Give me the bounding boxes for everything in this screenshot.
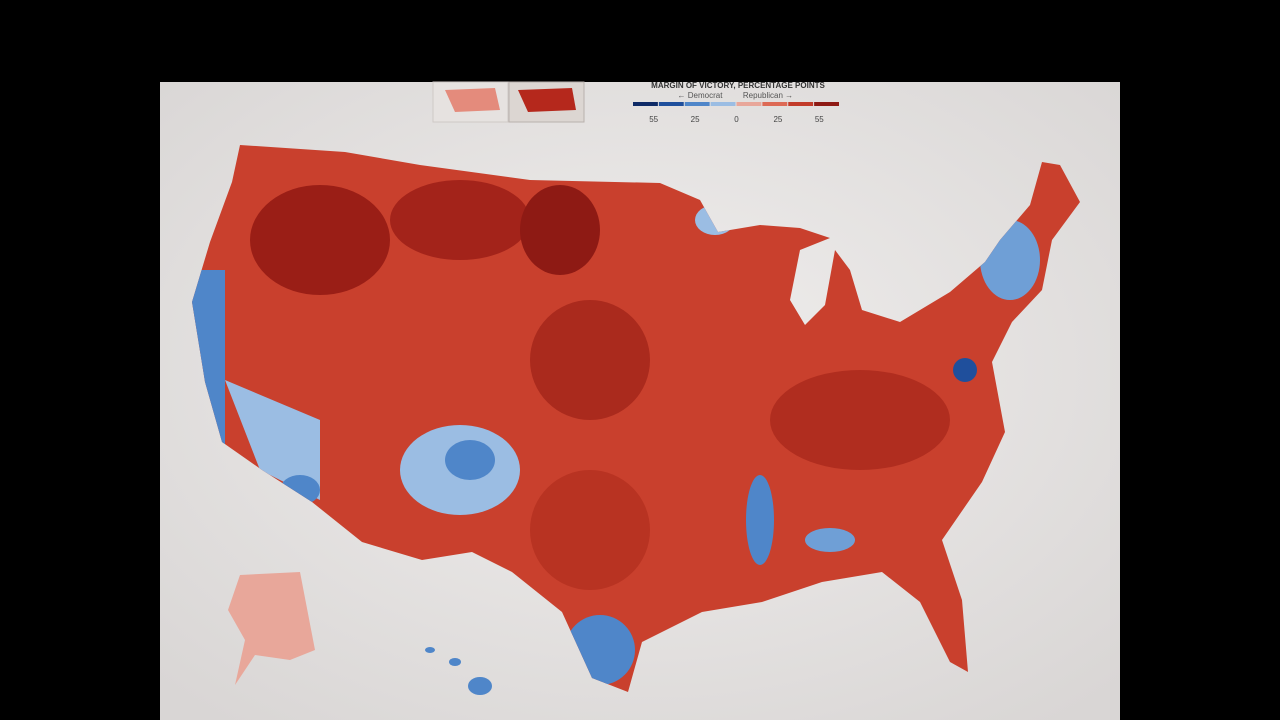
region: [530, 470, 650, 590]
legend-swatch: [633, 102, 658, 106]
region: [805, 528, 855, 552]
legend-tick-label: 0: [734, 115, 739, 124]
legend-swatch: [658, 102, 684, 106]
legend-tick-label: 25: [691, 115, 700, 124]
hawaii: [468, 677, 492, 695]
legend-swatch: [788, 102, 814, 106]
hawaii: [449, 658, 461, 666]
alaska: [228, 572, 315, 685]
region: [530, 300, 650, 420]
legend-swatch: [762, 102, 788, 106]
thumbnail-map: [445, 88, 500, 112]
legend-right: Republican →: [743, 91, 793, 100]
legend-tick-label: 55: [649, 115, 658, 124]
legend-swatch: [684, 102, 710, 106]
hawaii: [425, 647, 435, 653]
legend-left: ← Democrat: [678, 91, 724, 100]
legend-swatch: [710, 102, 736, 106]
legend: 55 25 0 25 55: [633, 102, 839, 124]
region: [250, 185, 390, 295]
region: [445, 440, 495, 480]
region: [746, 475, 774, 565]
legend-tick-label: 25: [773, 115, 782, 124]
region: [953, 358, 977, 382]
legend-swatch: [736, 102, 762, 106]
region: [520, 185, 600, 275]
region: [770, 370, 950, 470]
legend-swatch: [814, 102, 839, 106]
legend-tick-label: 55: [815, 115, 824, 124]
region: [225, 380, 320, 500]
thumbnail-map: [518, 88, 576, 112]
region: [390, 180, 530, 260]
legend-title: MARGIN OF VICTORY, PERCENTAGE POINTS: [651, 81, 825, 90]
